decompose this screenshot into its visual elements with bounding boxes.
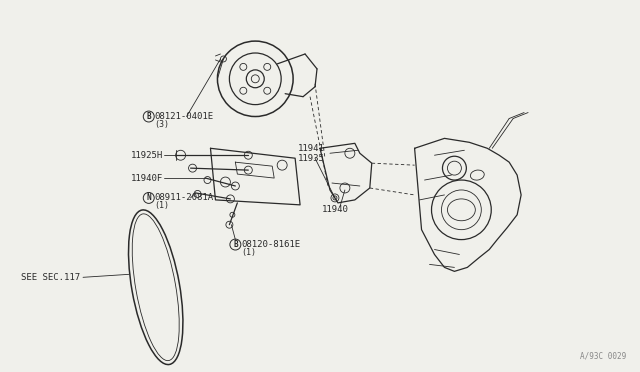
Text: B: B <box>147 112 151 121</box>
Text: 11940: 11940 <box>322 205 349 214</box>
Text: A/93C 0029: A/93C 0029 <box>580 352 627 361</box>
Text: 11940F: 11940F <box>131 174 163 183</box>
Text: N: N <box>147 193 151 202</box>
Text: (1): (1) <box>155 201 170 210</box>
Text: (3): (3) <box>155 120 170 129</box>
Text: 11941: 11941 <box>298 144 325 153</box>
Text: 11925H: 11925H <box>131 151 163 160</box>
Text: SEE SEC.117: SEE SEC.117 <box>21 273 81 282</box>
Text: (1): (1) <box>241 248 257 257</box>
Text: B: B <box>233 240 237 249</box>
Text: 08121-0401E: 08121-0401E <box>155 112 214 121</box>
Text: 08911-2081A: 08911-2081A <box>155 193 214 202</box>
Text: 08120-8161E: 08120-8161E <box>241 240 300 249</box>
Text: 11935: 11935 <box>298 154 325 163</box>
